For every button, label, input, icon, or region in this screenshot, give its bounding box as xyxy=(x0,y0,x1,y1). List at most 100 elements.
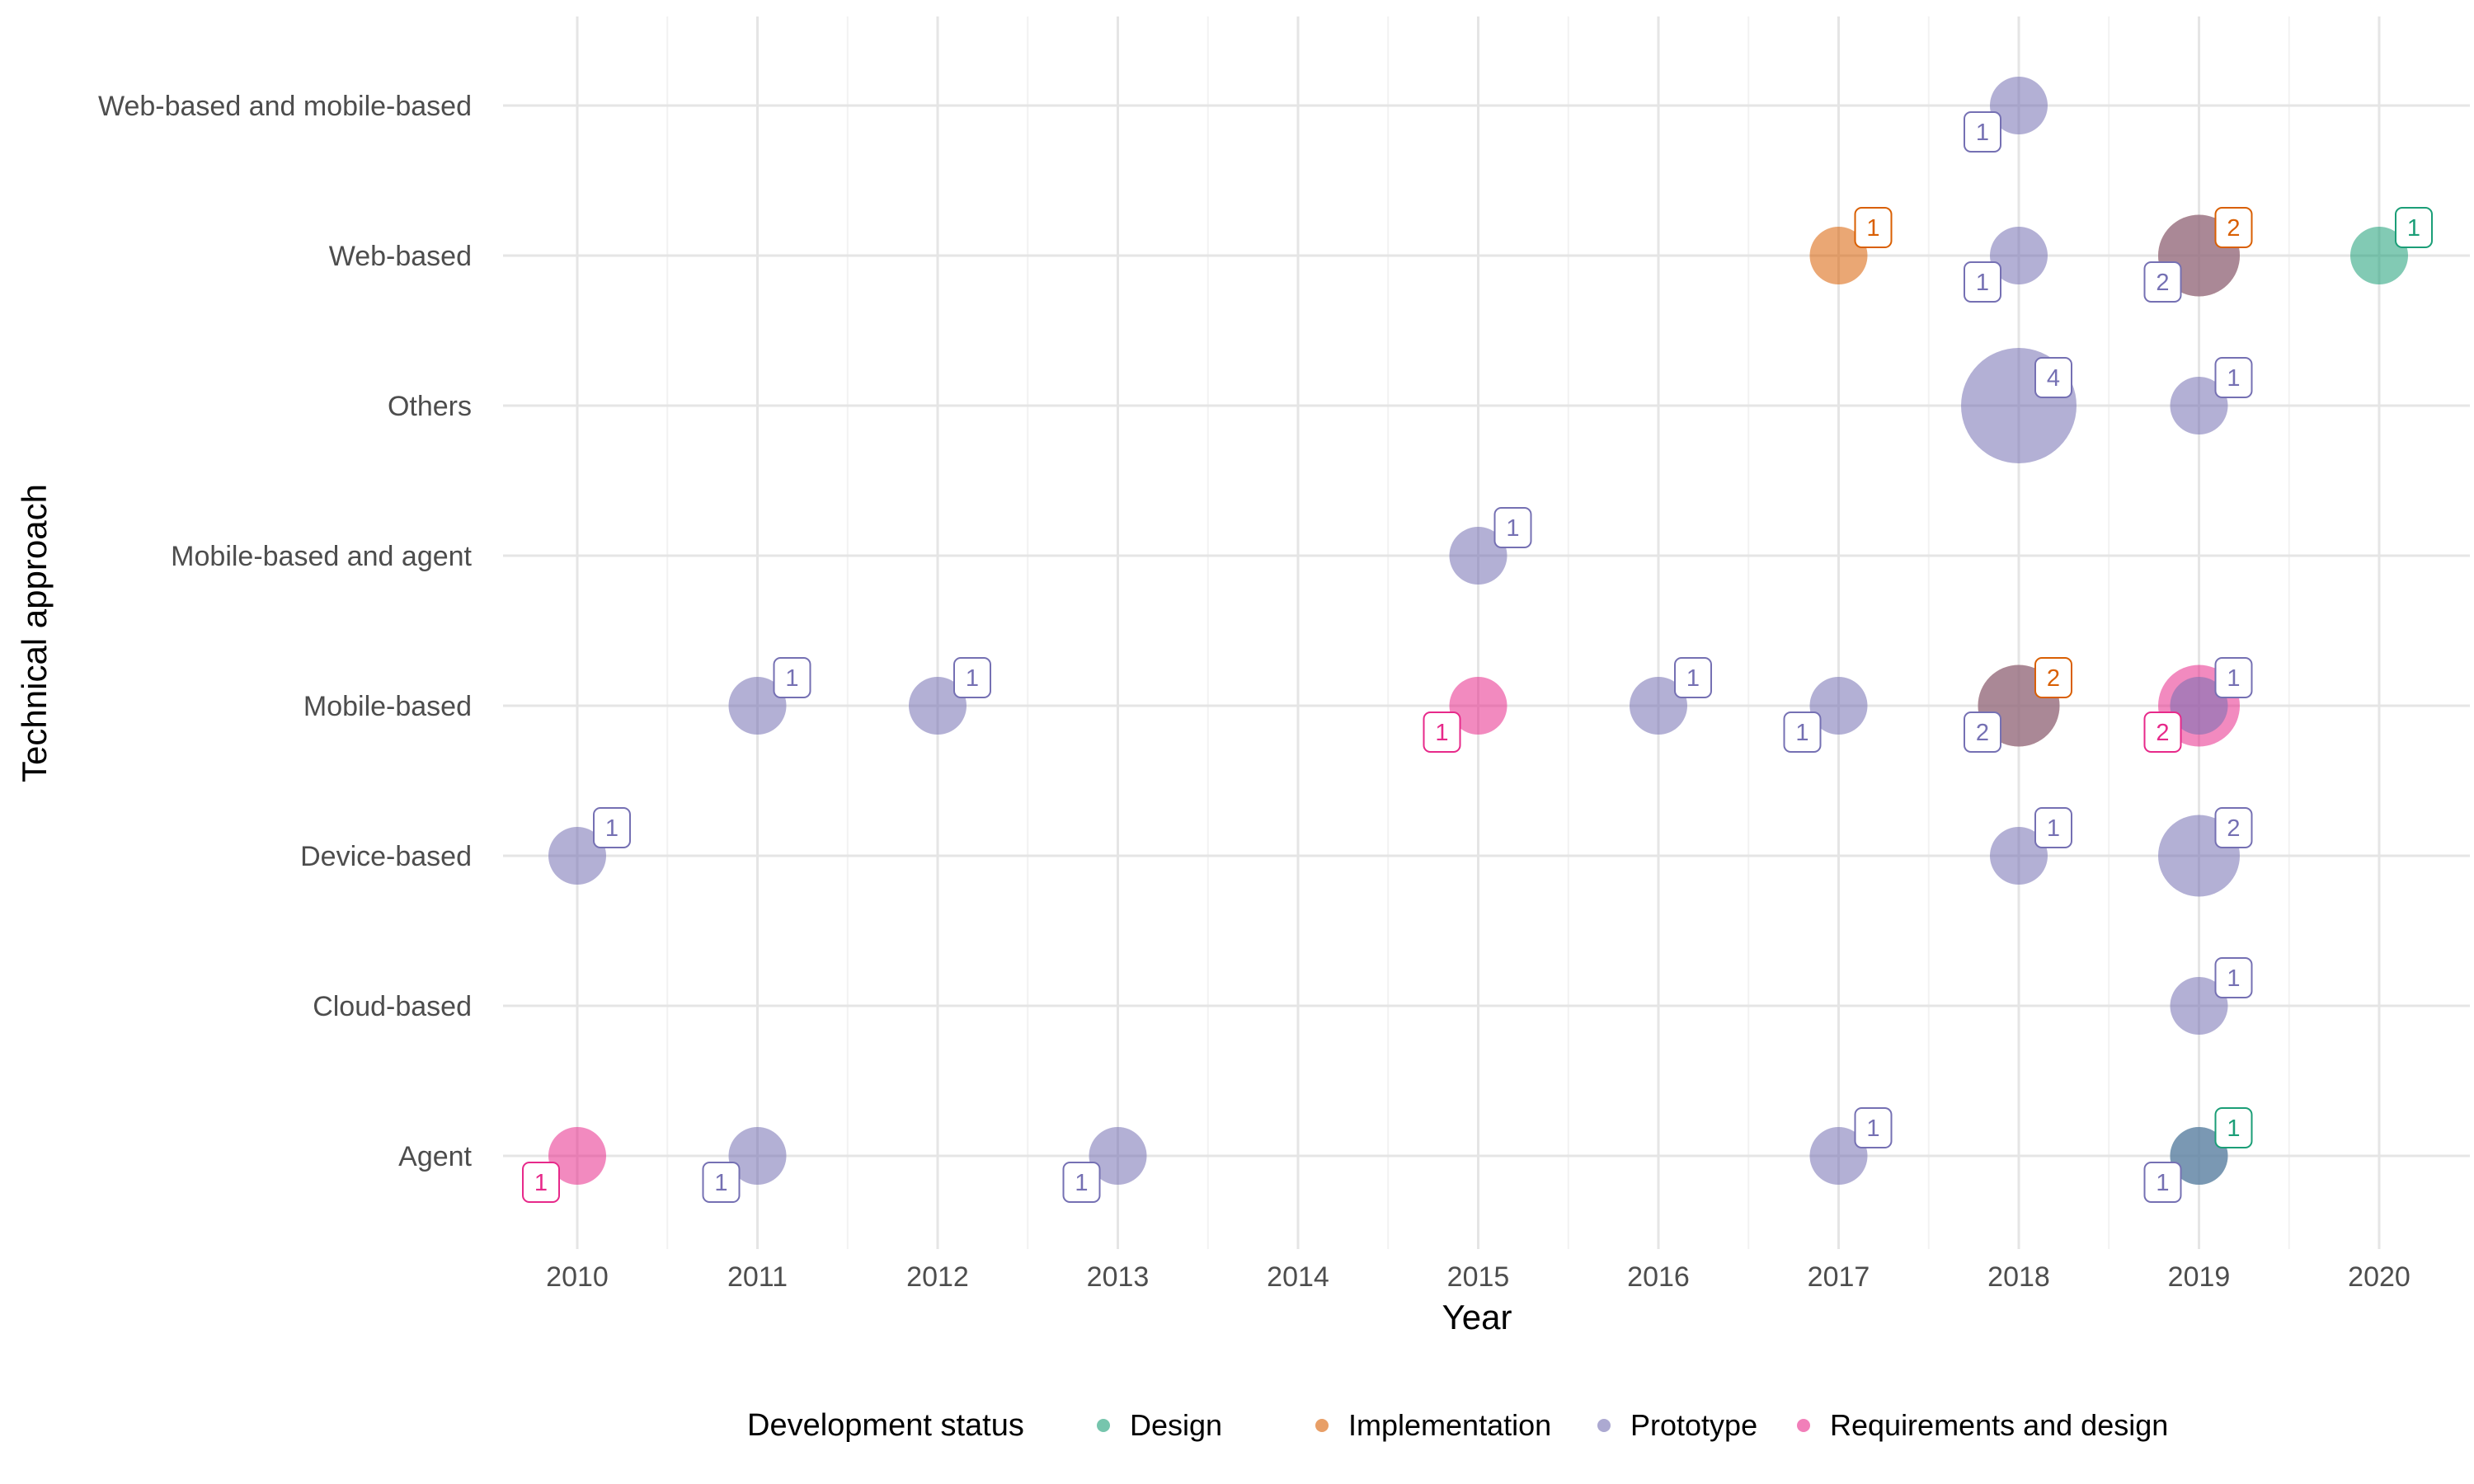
x-tick-label-2016: 2016 xyxy=(1627,1261,1690,1293)
svg-text:4: 4 xyxy=(2047,365,2060,392)
svg-text:1: 1 xyxy=(966,665,979,692)
y-tick-label-mobile-based: Mobile-based xyxy=(303,691,472,722)
count-labels: 1 1 1 2 2 1 1 2 4 1 1 1 1 1 1 2 1 1 1 2 1 1 1 1 1 1 2 1 xyxy=(522,111,2433,1203)
x-axis-title: Year xyxy=(1442,1298,1512,1336)
bubble-prototype-2015-mobile-based-and-agent xyxy=(1449,527,1507,585)
legend-key-prototype xyxy=(1597,1419,1611,1432)
x-tick-label-2011: 2011 xyxy=(727,1261,788,1293)
count-label-prototype-2019-others: 1 xyxy=(2214,357,2253,398)
count-label-prototype-2012-mobile-based: 1 xyxy=(953,657,991,698)
svg-text:1: 1 xyxy=(2156,1170,2169,1196)
svg-text:1: 1 xyxy=(1866,215,1879,242)
bubble-prototype-2012-mobile-based xyxy=(909,677,967,735)
y-tick-label-device-based: Device-based xyxy=(300,841,472,872)
bubble-prototype-2013-agent xyxy=(1089,1127,1147,1185)
count-label-prototype-2019-agent: 1 xyxy=(2143,1162,2182,1203)
bubble-prototype-2018-web-based xyxy=(1990,227,2048,284)
svg-text:1: 1 xyxy=(605,815,618,842)
bubble-requirements-and-design-2010-agent xyxy=(548,1127,606,1185)
legend-label-implementation: Implementation xyxy=(1348,1408,1551,1442)
legend-entry-prototype: Prototype xyxy=(1597,1408,1757,1442)
bubble-prototype-2011-mobile-based xyxy=(728,677,787,735)
legend-entry-implementation: Implementation xyxy=(1315,1408,1551,1442)
x-tick-label-2015: 2015 xyxy=(1447,1261,1510,1293)
count-label-prototype-2017-mobile-based: 1 xyxy=(1783,711,1822,753)
count-label-prototype-2018-web-based-and-mobile-based: 1 xyxy=(1964,111,2001,153)
bubbles xyxy=(548,77,2408,1185)
count-label-design-2019-agent: 1 xyxy=(2214,1107,2253,1148)
svg-text:1: 1 xyxy=(1506,515,1519,542)
count-label-prototype-2013-agent: 1 xyxy=(1062,1162,1101,1203)
svg-text:1: 1 xyxy=(1435,720,1448,746)
bubble-prototype-2019-others xyxy=(2170,377,2228,434)
legend-title: Development status xyxy=(747,1408,1024,1443)
legend-key-implementation xyxy=(1315,1419,1329,1432)
svg-text:2: 2 xyxy=(1976,720,1989,746)
x-tick-label-2010: 2010 xyxy=(546,1261,609,1293)
x-tick-label-2019: 2019 xyxy=(2168,1261,2231,1293)
bubble-prototype-2011-agent xyxy=(728,1127,787,1185)
count-label-implementation-2018-mobile-based: 2 xyxy=(2034,657,2072,698)
y-axis-title: Technical approach xyxy=(15,484,54,782)
bubble-requirements-and-design-2015-mobile-based xyxy=(1449,677,1507,735)
legend: Development status Design Implementation P… xyxy=(747,1408,2168,1443)
x-tick-label-2012: 2012 xyxy=(906,1261,969,1293)
count-label-prototype-2011-agent: 1 xyxy=(702,1162,741,1203)
count-label-prototype-2015-mobile-based-and-agent: 1 xyxy=(1493,507,1532,548)
bubble-prototype-2019-mobile-based xyxy=(2170,677,2228,735)
y-tick-label-mobile-based-and-agent: Mobile-based and agent xyxy=(171,541,472,572)
y-tick-label-web-based: Web-based xyxy=(329,241,472,272)
svg-text:2: 2 xyxy=(2227,215,2240,242)
count-label-prototype-2018-others: 4 xyxy=(2034,357,2072,398)
svg-text:1: 1 xyxy=(2227,365,2240,392)
svg-text:1: 1 xyxy=(1075,1170,1088,1196)
svg-text:1: 1 xyxy=(2227,665,2240,692)
count-label-requirements-and-design-2015-mobile-based: 1 xyxy=(1423,711,1461,753)
legend-label-design: Design xyxy=(1130,1408,1222,1442)
svg-text:2: 2 xyxy=(2047,665,2060,692)
svg-text:1: 1 xyxy=(714,1170,727,1196)
count-label-implementation-2019-web-based: 2 xyxy=(2214,207,2253,248)
bubble-prototype-2019-agent xyxy=(2170,1127,2228,1185)
svg-text:1: 1 xyxy=(2047,815,2060,842)
legend-entry-design: Design xyxy=(1097,1408,1222,1442)
count-label-prototype-2019-cloud-based: 1 xyxy=(2214,957,2253,998)
y-tick-label-agent: Agent xyxy=(398,1141,472,1172)
svg-text:1: 1 xyxy=(1795,720,1808,746)
svg-text:1: 1 xyxy=(534,1170,548,1196)
x-tick-label-2014: 2014 xyxy=(1267,1261,1329,1293)
svg-text:1: 1 xyxy=(1686,665,1700,692)
legend-key-design xyxy=(1097,1419,1110,1432)
count-label-prototype-2019-web-based: 2 xyxy=(2143,261,2182,303)
svg-text:2: 2 xyxy=(2156,270,2169,296)
bubble-design-2020-web-based xyxy=(2350,227,2408,284)
count-label-prototype-2018-web-based: 1 xyxy=(1964,261,2001,303)
bubble-prototype-2017-agent xyxy=(1809,1127,1868,1185)
legend-label-requirements-and-design: Requirements and design xyxy=(1830,1408,2168,1442)
svg-text:1: 1 xyxy=(1866,1115,1879,1142)
count-label-requirements-and-design-2010-agent: 1 xyxy=(522,1162,560,1203)
svg-text:1: 1 xyxy=(2227,965,2240,992)
y-tick-label-cloud-based: Cloud-based xyxy=(313,991,472,1022)
y-tick-label-web-based-and-mobile-based: Web-based and mobile-based xyxy=(98,91,472,122)
legend-key-requirements-and-design xyxy=(1797,1419,1810,1432)
svg-text:2: 2 xyxy=(2156,720,2169,746)
count-label-prototype-2017-agent: 1 xyxy=(1854,1107,1893,1148)
svg-text:1: 1 xyxy=(785,665,798,692)
count-label-requirements-and-design-2019-mobile-based: 2 xyxy=(2143,711,2182,753)
svg-text:1: 1 xyxy=(1976,270,1989,296)
count-label-prototype-2010-device-based: 1 xyxy=(593,807,631,848)
bubble-implementation-2017-web-based xyxy=(1809,227,1868,284)
svg-text:1: 1 xyxy=(2407,215,2420,242)
count-label-prototype-2016-mobile-based: 1 xyxy=(1674,657,1712,698)
grid-lines xyxy=(503,16,2470,1249)
count-label-design-2020-web-based: 1 xyxy=(2395,207,2433,248)
x-tick-label-2018: 2018 xyxy=(1987,1261,2050,1293)
count-label-prototype-2019-mobile-based: 1 xyxy=(2214,657,2253,698)
x-tick-label-2013: 2013 xyxy=(1087,1261,1150,1293)
y-tick-label-others: Others xyxy=(388,391,472,422)
x-tick-label-2020: 2020 xyxy=(2348,1261,2411,1293)
count-label-prototype-2018-mobile-based: 2 xyxy=(1964,711,2001,753)
bubble-prototype-2019-cloud-based xyxy=(2170,977,2228,1035)
